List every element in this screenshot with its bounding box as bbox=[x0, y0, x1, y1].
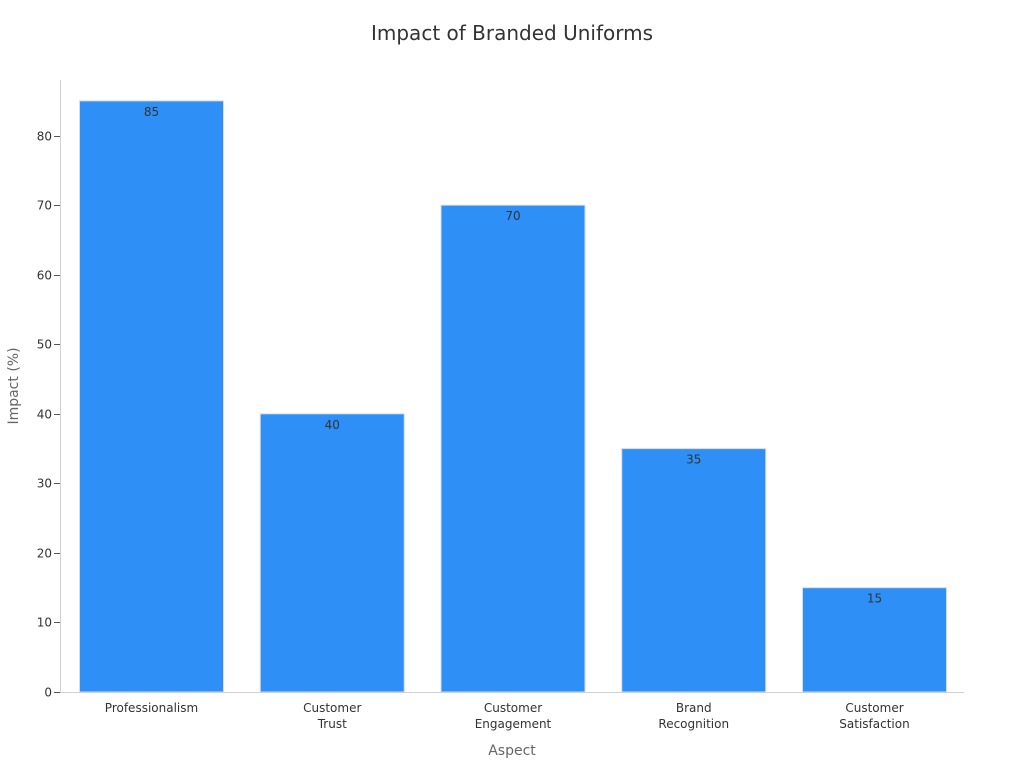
bar bbox=[440, 204, 586, 693]
x-tick-label: Trust bbox=[317, 717, 347, 731]
x-tick-label: Customer bbox=[303, 701, 361, 715]
x-tick-label: Satisfaction bbox=[839, 717, 909, 731]
y-tick-label: 40 bbox=[37, 408, 52, 422]
x-tick-label: Recognition bbox=[658, 717, 729, 731]
x-axis-label: Aspect bbox=[488, 743, 536, 759]
bar-value-label: 15 bbox=[867, 592, 882, 606]
bar bbox=[802, 587, 947, 693]
bar-value-label: 40 bbox=[325, 418, 340, 432]
y-tick-label: 50 bbox=[37, 338, 52, 352]
y-tick-label: 0 bbox=[44, 686, 52, 700]
x-tick-label: Customer bbox=[845, 701, 903, 715]
chart-title: Impact of Branded Uniforms bbox=[371, 21, 653, 45]
y-tick-label: 10 bbox=[37, 616, 52, 630]
y-tick-label: 70 bbox=[37, 199, 52, 213]
y-tick-label: 60 bbox=[37, 269, 52, 283]
y-axis-label: Impact (%) bbox=[6, 347, 22, 424]
y-tick-label: 30 bbox=[37, 477, 52, 491]
x-tick-label: Customer bbox=[484, 701, 542, 715]
plot-area: 0 10 20 30 40 50 60 70 80 85 Professionalism 40 Cust… bbox=[37, 100, 947, 731]
x-tick-label: Engagement bbox=[475, 717, 552, 731]
bar-value-label: 70 bbox=[505, 209, 520, 223]
bar bbox=[79, 100, 224, 693]
bar-value-label: 35 bbox=[686, 453, 701, 467]
y-tick-label: 20 bbox=[37, 547, 52, 561]
x-tick-label: Brand bbox=[676, 701, 712, 715]
y-tick-label: 80 bbox=[37, 130, 52, 144]
bar bbox=[259, 413, 405, 693]
bar-value-label: 85 bbox=[144, 105, 159, 119]
x-tick-label: Professionalism bbox=[105, 701, 198, 715]
bar bbox=[621, 448, 767, 693]
